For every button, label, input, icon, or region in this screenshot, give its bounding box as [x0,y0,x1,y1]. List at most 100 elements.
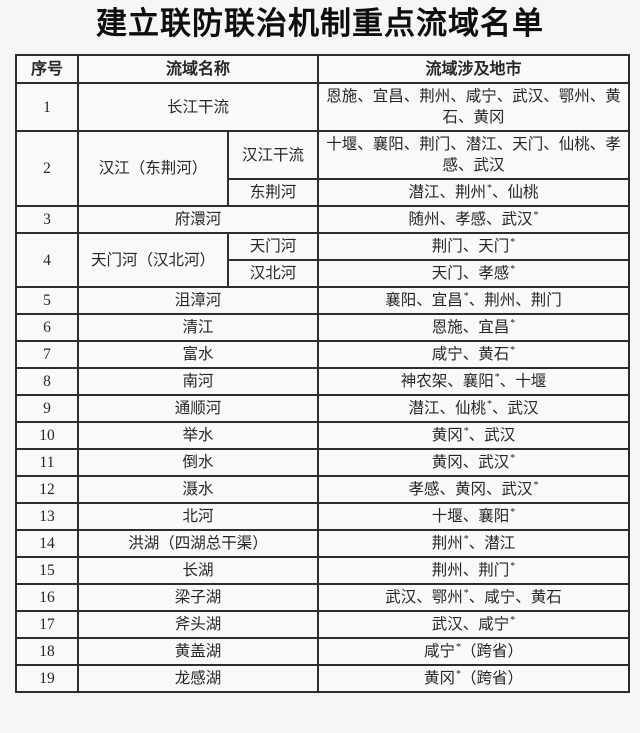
cities-cell: 武汉、鄂州*、咸宁、黄石 [317,583,631,612]
row-number-cell: 7 [15,340,79,369]
footnote-star-icon: * [510,236,516,248]
row-number-cell: 16 [15,583,79,612]
sub-basin-name-cell: 汉江干流 [226,130,320,180]
footnote-star-icon: * [456,641,462,653]
cities-cell: 潜江、荆州*、仙桃 [317,178,631,207]
row-number-cell: 4 [15,232,79,288]
basin-name-cell: 长湖 [76,556,320,585]
cities-cell: 襄阳、宜昌*、荆州、荆门 [317,286,631,315]
basin-name-cell: 举水 [76,421,320,450]
footnote-star-icon: * [510,263,516,275]
row-number-cell: 15 [15,556,79,585]
footnote-star-icon: * [533,209,539,221]
basin-name-cell: 北河 [76,502,320,531]
basin-name-cell: 府澴河 [76,205,320,234]
footnote-star-icon: * [510,560,516,572]
table-row: 2 汉江（东荆河） 汉江干流 十堰、襄阳、荆门、潜江、天门、仙桃、孝感、武汉 [15,130,631,207]
row-number-cell: 19 [15,664,79,693]
basin-name-cell: 清江 [76,313,320,342]
table-row: 3 府澴河 随州、孝感、武汉* [15,205,631,234]
table-row: 10 举水 黄冈*、武汉 [15,421,631,450]
col-header-no: 序号 [15,54,79,84]
cities-cell: 咸宁、黄石* [317,340,631,369]
table-row: 13 北河 十堰、襄阳* [15,502,631,531]
row-number-cell: 10 [15,421,79,450]
table-row: 1 长江干流 恩施、宜昌、荆州、咸宁、武汉、鄂州、黄石、黄冈 [15,82,631,132]
col-header-cities: 流域涉及地市 [317,54,631,84]
footnote-star-icon: * [510,344,516,356]
table-row: 12 滠水 孝感、黄冈、武汉* [15,475,631,504]
footnote-star-icon: * [510,506,516,518]
table-row: 东荆河 潜江、荆州*、仙桃 [16,178,631,207]
row-number-cell: 17 [15,610,79,639]
row-number-cell: 11 [15,448,79,477]
header-row: 序号 流域名称 流域涉及地市 [15,54,631,84]
footnote-star-icon: * [463,533,469,545]
table-row: 6 清江 恩施、宜昌* [15,313,631,342]
table-row: 9 通顺河 潜江、仙桃*、武汉 [15,394,631,423]
cities-cell: 恩施、宜昌* [317,313,631,342]
basin-name-cell: 黄盖湖 [76,637,320,666]
row-number-cell: 1 [15,82,79,132]
basin-name-cell: 通顺河 [76,394,320,423]
basin-name-cell: 龙感湖 [76,664,320,693]
cities-cell: 潜江、仙桃*、武汉 [317,394,631,423]
row-number-cell: 18 [15,637,79,666]
basin-name-cell: 汉江（东荆河） [77,130,229,207]
cities-cell: 荆州、荆门* [317,556,631,585]
basin-name-cell: 富水 [76,340,320,369]
table-row: 18 黄盖湖 咸宁*（跨省） [15,637,631,666]
table-row: 19 龙感湖 黄冈*（跨省） [15,664,631,693]
table-row: 5 沮漳河 襄阳、宜昌*、荆州、荆门 [15,286,631,315]
cities-cell: 恩施、宜昌、荆州、咸宁、武汉、鄂州、黄石、黄冈 [317,82,631,132]
cities-cell: 黄冈*、武汉 [317,421,631,450]
footnote-star-icon: * [510,452,516,464]
basin-name-cell: 沮漳河 [76,286,320,315]
basin-name-cell: 长江干流 [76,82,320,132]
footnote-star-icon: * [487,182,493,194]
row-number-cell: 2 [15,130,79,207]
cities-cell: 随州、孝感、武汉* [317,205,631,234]
row-number-cell: 5 [15,286,79,315]
cities-cell: 十堰、襄阳* [317,502,631,531]
cities-cell: 孝感、黄冈、武汉* [317,475,631,504]
sub-basin-name-cell: 天门河 [226,232,320,261]
footnote-star-icon: * [487,398,493,410]
row-number-cell: 12 [15,475,79,504]
cities-cell: 十堰、襄阳、荆门、潜江、天门、仙桃、孝感、武汉 [317,130,631,180]
row-number-cell: 13 [15,502,79,531]
basin-name-cell: 斧头湖 [76,610,320,639]
footnote-star-icon: * [456,668,462,680]
table-row: 15 长湖 荆州、荆门* [15,556,631,585]
cities-cell: 荆门、天门* [317,232,631,261]
row-number-cell: 3 [15,205,79,234]
footnote-star-icon: * [463,425,469,437]
basin-name-cell: 南河 [76,367,320,396]
cities-cell: 咸宁*（跨省） [317,637,631,666]
table-row: 16 梁子湖 武汉、鄂州*、咸宁、黄石 [15,583,631,612]
row-number-cell: 9 [15,394,79,423]
table-row: 11 倒水 黄冈、武汉* [15,448,631,477]
sub-basin-name-cell: 东荆河 [226,178,320,207]
row-number-cell: 6 [15,313,79,342]
basin-name-cell: 滠水 [76,475,320,504]
col-header-name: 流域名称 [76,54,320,84]
basin-name-cell: 倒水 [76,448,320,477]
page-title: 建立联防联治机制重点流域名单 [96,6,544,41]
table-row: 4 天门河（汉北河） 天门河 荆门、天门* [15,232,631,288]
table-row: 汉北河 天门、孝感* [16,259,631,288]
table-row: 17 斧头湖 武汉、咸宁* [15,610,631,639]
cities-cell: 神农架、襄阳*、十堰 [317,367,631,396]
footnote-star-icon: * [510,317,516,329]
sub-basin-name-cell: 汉北河 [226,259,320,288]
footnote-star-icon: * [533,479,539,491]
cities-cell: 武汉、咸宁* [317,610,631,639]
row-number-cell: 14 [15,529,79,558]
cities-cell: 荆州*、潜江 [317,529,631,558]
cities-cell: 天门、孝感* [317,259,631,288]
footnote-star-icon: * [463,587,469,599]
table-row: 8 南河 神农架、襄阳*、十堰 [15,367,631,396]
table-body: 1 长江干流 恩施、宜昌、荆州、咸宁、武汉、鄂州、黄石、黄冈 2 汉江（东荆河） 汉江干流… [15,82,631,693]
table-row: 7 富水 咸宁、黄石* [15,340,631,369]
